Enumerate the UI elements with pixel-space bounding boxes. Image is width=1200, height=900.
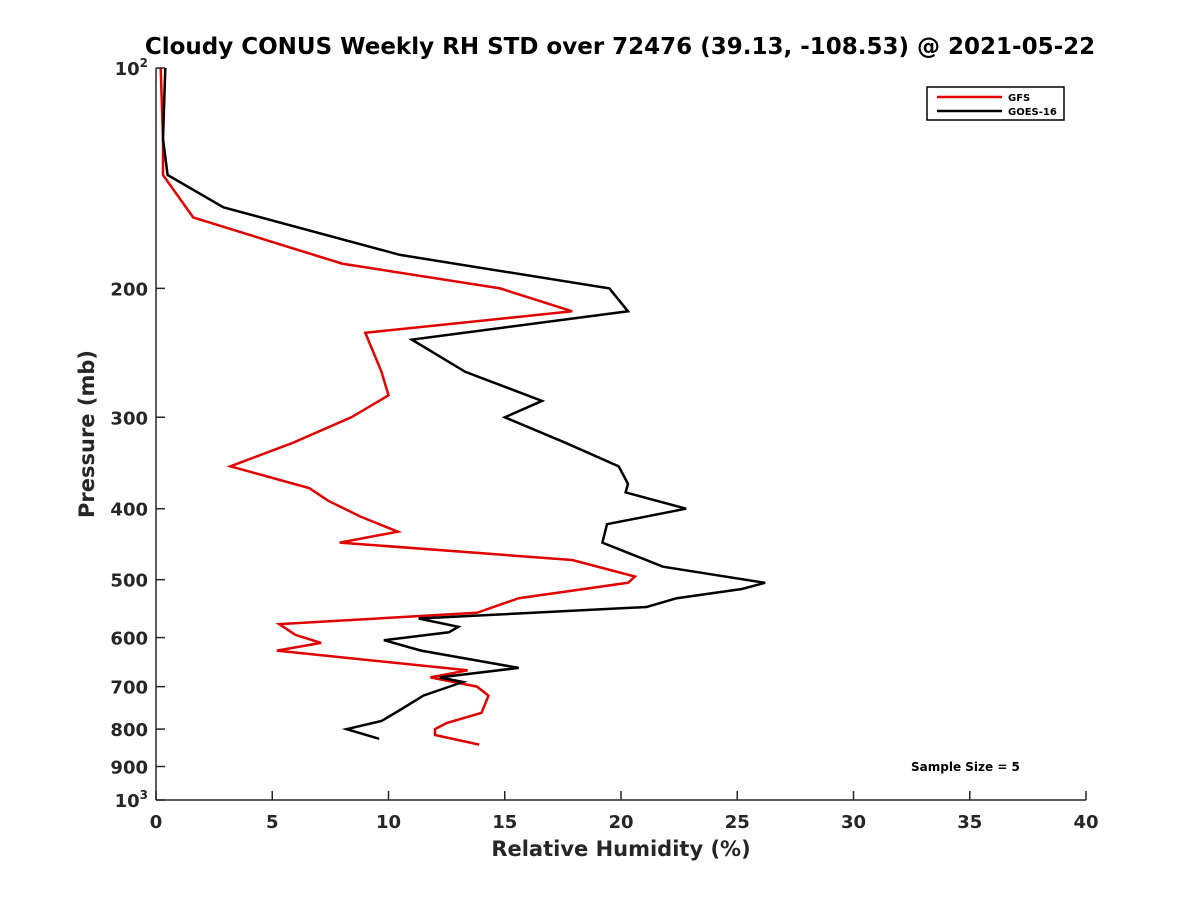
- y-tick-label: 700: [110, 678, 148, 699]
- series-layer: [159, 67, 766, 746]
- y-tick-label: 800: [110, 720, 148, 741]
- x-tick-label: 25: [725, 812, 750, 833]
- x-tick-label: 30: [841, 812, 866, 833]
- legend: GFS GOES-16: [926, 86, 1065, 121]
- chart-title: Cloudy CONUS Weekly RH STD over 72476 (3…: [145, 34, 1095, 60]
- x-axis-label: Relative Humidity (%): [491, 837, 750, 861]
- legend-box: [926, 86, 1065, 121]
- y-axis-label: Pressure (mb): [75, 350, 99, 518]
- series-line-goes16: [161, 67, 766, 740]
- y-tick-label: 200: [110, 279, 148, 300]
- legend-label-gfs: GFS: [1008, 93, 1030, 104]
- x-tick-label: 40: [1073, 812, 1098, 833]
- plot-area: 0 5 10 15 20 25 30 35 40 102 200 300 400 500 600 700 80…: [110, 56, 1098, 833]
- x-tick-label: 0: [150, 812, 163, 833]
- series-line-gfs: [159, 67, 638, 746]
- y-tick-label: 102: [115, 56, 148, 80]
- x-axis-ticks: 0 5 10 15 20 25 30 35 40: [150, 791, 1099, 833]
- x-tick-label: 5: [266, 812, 279, 833]
- x-tick-label: 15: [492, 812, 517, 833]
- sample-size-annotation: Sample Size = 5: [911, 760, 1020, 774]
- y-tick-label: 300: [110, 408, 148, 429]
- x-tick-label: 20: [608, 812, 633, 833]
- x-tick-label: 35: [957, 812, 982, 833]
- y-tick-label: 500: [110, 571, 148, 592]
- y-tick-label: 600: [110, 629, 148, 650]
- y-tick-label: 900: [110, 758, 148, 779]
- x-tick-label: 10: [376, 812, 401, 833]
- legend-label-goes16: GOES-16: [1008, 107, 1057, 118]
- y-tick-label: 400: [110, 500, 148, 521]
